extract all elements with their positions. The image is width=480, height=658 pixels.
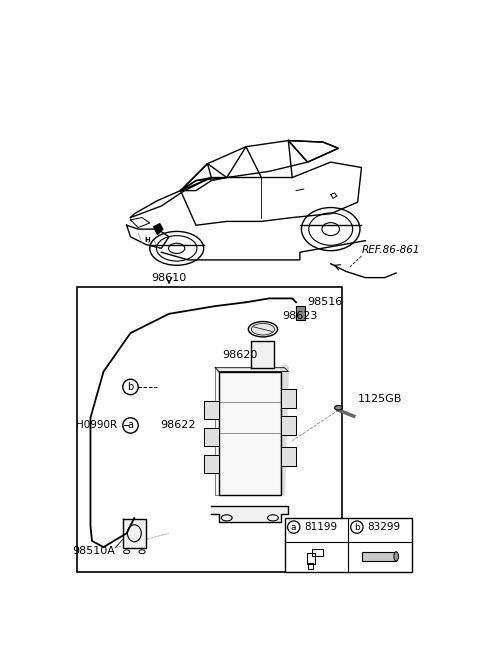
Text: H0990R: H0990R: [75, 420, 117, 430]
Text: 98623: 98623: [282, 311, 318, 321]
Text: 98510A: 98510A: [72, 546, 115, 556]
Text: a: a: [128, 420, 133, 430]
Polygon shape: [127, 162, 361, 229]
Polygon shape: [204, 401, 219, 419]
Text: 83299: 83299: [368, 522, 401, 532]
Text: 98620: 98620: [222, 349, 258, 360]
Polygon shape: [211, 506, 288, 522]
Text: a: a: [291, 522, 297, 532]
Polygon shape: [252, 341, 275, 368]
Ellipse shape: [335, 405, 342, 410]
Bar: [296, 306, 305, 320]
Polygon shape: [204, 455, 219, 473]
Polygon shape: [123, 519, 146, 548]
Polygon shape: [127, 225, 169, 248]
Polygon shape: [131, 178, 211, 218]
Text: b: b: [354, 522, 360, 532]
Polygon shape: [180, 141, 338, 191]
Polygon shape: [281, 417, 296, 435]
Text: 81199: 81199: [304, 522, 337, 532]
Polygon shape: [219, 372, 281, 495]
Polygon shape: [281, 447, 296, 465]
Text: b: b: [127, 382, 133, 392]
Polygon shape: [204, 428, 219, 446]
Polygon shape: [281, 364, 288, 495]
Polygon shape: [180, 162, 361, 225]
Ellipse shape: [394, 552, 398, 561]
Ellipse shape: [248, 322, 277, 337]
Polygon shape: [154, 224, 163, 234]
Text: 98610: 98610: [151, 272, 187, 283]
Text: 1125GB: 1125GB: [358, 393, 402, 403]
Text: 98516: 98516: [308, 297, 343, 307]
Text: REF.86-861: REF.86-861: [361, 245, 420, 255]
Bar: [362, 552, 396, 561]
Polygon shape: [215, 368, 288, 372]
Bar: [308, 563, 313, 569]
Text: H: H: [144, 237, 150, 243]
Bar: [312, 549, 323, 557]
Bar: [285, 518, 411, 572]
Polygon shape: [281, 390, 296, 408]
Bar: [307, 553, 314, 564]
Bar: [77, 287, 342, 572]
Text: 98622: 98622: [160, 420, 196, 430]
